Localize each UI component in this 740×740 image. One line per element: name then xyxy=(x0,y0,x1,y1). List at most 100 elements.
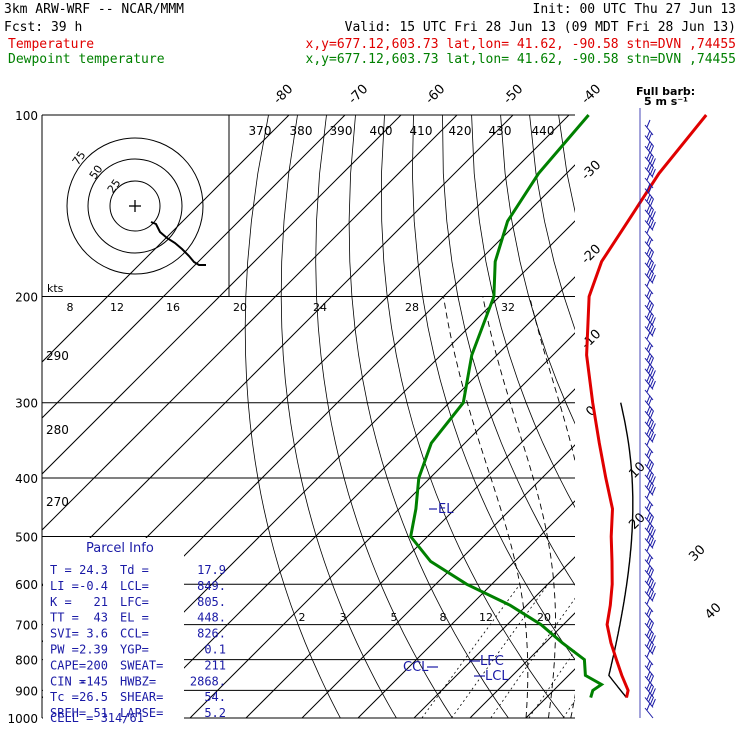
isotherm xyxy=(357,500,575,718)
el-marker: EL xyxy=(438,502,454,517)
parcel-row-label: SHEAR= xyxy=(120,690,163,704)
parcel-info-panel: Parcel Info T = 24.3 Td = 17.9 LI = -0.4 LCL= 8… xyxy=(43,538,226,728)
parcel-row-label: TT = xyxy=(50,611,79,625)
wind-barb xyxy=(644,591,654,602)
isotherm xyxy=(42,115,346,419)
isotherm-label: -80 xyxy=(271,82,297,108)
init-time: Init: 00 UTC Thu 27 Jun 13 xyxy=(533,2,737,17)
wind-barb xyxy=(644,485,654,496)
theta-label: 270 xyxy=(46,495,69,509)
isotherm xyxy=(638,115,740,718)
parcel-row-label: LAPSE= xyxy=(120,706,163,720)
wind-barb xyxy=(644,273,654,284)
dry-adiabat xyxy=(471,115,575,509)
parcel-row-value: 24.3 xyxy=(79,563,108,577)
dry-adiabat xyxy=(411,115,575,661)
dry-adiabat xyxy=(704,115,740,718)
pressure-label: 700 xyxy=(15,619,38,633)
theta-label: 410 xyxy=(410,124,433,138)
level-markers: EL LFC LCL CCL xyxy=(403,502,509,684)
speed-label: 20 xyxy=(233,301,247,314)
lcl-marker: LCL xyxy=(485,669,509,684)
theta-label: 280 xyxy=(46,423,69,437)
hodograph-ring xyxy=(66,137,204,275)
parcel-row-value: 26.5 xyxy=(79,690,108,704)
isotherm-label: -30 xyxy=(579,158,605,184)
speed-label: 8 xyxy=(67,301,74,314)
mixing-ratio-label: 5 xyxy=(391,611,398,624)
parcel-row-value: 200 xyxy=(86,658,108,672)
theta-labels-top: 370 380 390 400 410 420 430 440 xyxy=(249,124,555,138)
wind-barb xyxy=(644,644,654,655)
parcel-row-label: CAPE= xyxy=(50,658,86,672)
parcel-row-value: 54. xyxy=(204,690,226,704)
isotherm xyxy=(42,115,458,531)
parcel-row-label: CIN = xyxy=(50,674,86,688)
pressure-label: 500 xyxy=(15,530,38,544)
moist-adiabat xyxy=(616,297,672,719)
isotherm-label: -60 xyxy=(423,82,449,108)
isotherm-label: 20 xyxy=(626,510,648,532)
parcel-row-label: SVI= xyxy=(50,627,79,641)
isotherm-label: -40 xyxy=(579,82,605,108)
parcel-row-label: LFC= xyxy=(120,595,149,609)
hodograph-ring xyxy=(109,180,161,232)
pressure-label: 600 xyxy=(15,578,38,592)
hodograph-ring-label: 25 xyxy=(105,177,124,196)
isotherm-label: -50 xyxy=(501,82,527,108)
hodograph-ring xyxy=(87,158,183,254)
parcel-row-label: SWEAT= xyxy=(120,658,163,672)
mixing-ratio-labels: 2 3 5 8 12 20 xyxy=(299,611,552,624)
temperature-line xyxy=(585,114,708,698)
isotherm xyxy=(42,115,402,475)
wind-barb xyxy=(644,379,654,390)
parcel-row-label: LCL= xyxy=(120,579,149,593)
isotherm-label: -70 xyxy=(346,82,372,108)
pressure-labels: 100 200 300 400 500 600 700 800 900 1000 xyxy=(7,109,38,726)
mixing-ratio-label: 2 xyxy=(299,611,306,624)
theta-label: 380 xyxy=(290,124,313,138)
mixing-ratio-line xyxy=(421,583,521,718)
isotherm xyxy=(133,276,575,718)
parcel-row-label: T = xyxy=(50,563,72,577)
mixing-ratio-label: 12 xyxy=(479,611,493,624)
isotherm-label: 40 xyxy=(702,600,724,622)
dry-adiabat xyxy=(675,115,740,718)
hodograph: 25 50 75 kts xyxy=(47,115,230,296)
parcel-row-label: Td = xyxy=(120,563,149,577)
isotherm-label: 30 xyxy=(686,542,708,564)
speed-label: 24 xyxy=(313,301,327,314)
parcel-row-value: 849. xyxy=(197,579,226,593)
dry-adiabat xyxy=(348,115,509,718)
dry-adiabat xyxy=(617,115,740,718)
theta-label: 420 xyxy=(449,124,472,138)
pressure-label: 300 xyxy=(15,397,38,411)
lfc-marker: LFC xyxy=(480,654,504,669)
parcel-row-value: 43 xyxy=(94,611,108,625)
isotherm xyxy=(525,668,575,718)
hodograph-ring-label: 75 xyxy=(70,149,89,168)
hodograph-trace xyxy=(150,221,206,266)
hodograph-ring-label: 50 xyxy=(87,163,106,182)
parcel-info-title: Parcel Info xyxy=(86,541,154,556)
parcel-row-value: 2.39 xyxy=(79,643,108,657)
theta-label: 390 xyxy=(330,124,353,138)
isotherm xyxy=(301,444,575,718)
isotherm xyxy=(694,115,740,718)
parcel-row-value: -0.4 xyxy=(79,579,108,593)
theta-label: 290 xyxy=(46,349,69,363)
parcel-row-value: 3.6 xyxy=(86,627,108,641)
forecast-hour: Fcst: 39 h xyxy=(4,20,82,35)
parcel-row-label: CCL= xyxy=(120,627,149,641)
parcel-row-value: 805. xyxy=(197,595,226,609)
theta-label: 430 xyxy=(489,124,512,138)
pressure-label: 400 xyxy=(15,472,38,486)
mixing-ratio-label: 8 xyxy=(440,611,447,624)
mixing-ratio-line xyxy=(451,583,549,718)
speed-label: 16 xyxy=(166,301,180,314)
barb-legend-title: Full barb: xyxy=(636,85,695,98)
theta-label: 400 xyxy=(370,124,393,138)
theta-labels-left: 290 280 270 xyxy=(46,349,69,509)
dry-adiabat xyxy=(733,115,740,718)
dry-adiabat xyxy=(381,115,565,718)
